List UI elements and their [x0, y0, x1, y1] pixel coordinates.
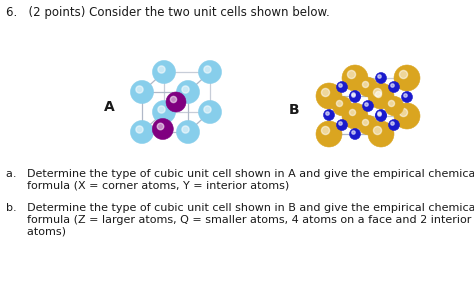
Circle shape [371, 87, 391, 107]
Circle shape [316, 83, 342, 109]
Circle shape [342, 65, 368, 91]
Circle shape [342, 103, 368, 129]
Text: formula (Z = larger atoms, Q = smaller atoms, 4 atoms on a face and 2 interior: formula (Z = larger atoms, Q = smaller a… [6, 215, 471, 225]
Circle shape [384, 96, 404, 116]
Text: formula (X = corner atoms, Y = interior atoms): formula (X = corner atoms, Y = interior … [6, 181, 289, 191]
Text: a.   Determine the type of cubic unit cell shown in A and give the empirical che: a. Determine the type of cubic unit cell… [6, 169, 474, 179]
Circle shape [349, 92, 361, 102]
Circle shape [358, 77, 378, 97]
Circle shape [401, 92, 412, 102]
Circle shape [199, 61, 221, 84]
Circle shape [368, 83, 394, 109]
Circle shape [368, 121, 394, 147]
Circle shape [375, 110, 386, 121]
Circle shape [375, 73, 386, 84]
Circle shape [337, 82, 347, 92]
Circle shape [389, 119, 400, 131]
Circle shape [176, 80, 200, 104]
Circle shape [349, 129, 361, 139]
Text: B: B [289, 103, 300, 117]
Circle shape [153, 61, 175, 84]
Circle shape [130, 80, 154, 104]
Circle shape [345, 105, 365, 125]
Circle shape [389, 82, 400, 92]
Text: b.   Determine the type of cubic unit cell shown in B and give the empirical che: b. Determine the type of cubic unit cell… [6, 203, 474, 213]
Circle shape [358, 115, 378, 135]
Circle shape [323, 110, 335, 121]
Text: atoms): atoms) [6, 227, 66, 237]
Text: A: A [104, 100, 115, 114]
Circle shape [199, 100, 221, 123]
Circle shape [152, 119, 173, 139]
Circle shape [394, 65, 420, 91]
Circle shape [153, 100, 175, 123]
Circle shape [363, 100, 374, 112]
Circle shape [130, 121, 154, 144]
Circle shape [332, 96, 352, 116]
Circle shape [176, 121, 200, 144]
Circle shape [349, 90, 361, 102]
Circle shape [166, 92, 186, 112]
Circle shape [394, 103, 420, 129]
Text: 6.   (2 points) Consider the two unit cells shown below.: 6. (2 points) Consider the two unit cell… [6, 6, 330, 19]
Circle shape [375, 110, 386, 121]
Circle shape [337, 119, 347, 131]
Circle shape [316, 121, 342, 147]
